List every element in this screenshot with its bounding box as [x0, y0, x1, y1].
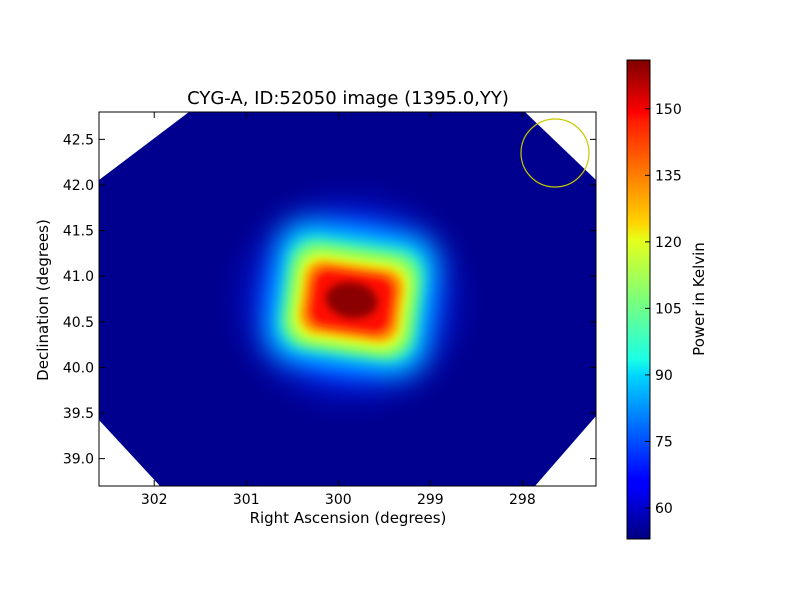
heatmap-core: [325, 282, 378, 319]
chart-title: CYG-A, ID:52050 image (1395.0,YY): [187, 88, 509, 109]
y-tick-label: 39.0: [63, 452, 94, 468]
beam-marker-circle: [520, 118, 590, 188]
plot-area: 302 301 300 299 298 39.0 39.5 40.0 40.5 41.0 41.5…: [63, 111, 597, 508]
y-tick-label: 42.0: [63, 178, 94, 194]
colorbar-tick-label: 150: [655, 102, 682, 118]
y-tick-label: 40.0: [63, 360, 94, 376]
y-tick-label: 42.5: [63, 132, 94, 148]
colorbar-gradient: [626, 59, 651, 540]
x-tick-label: 298: [509, 492, 536, 508]
colorbar-tick-label: 90: [655, 368, 673, 384]
x-tick-label: 301: [233, 492, 260, 508]
y-axis-ticks: 39.0 39.5 40.0 40.5 41.0 41.5 42.0 42.5: [63, 132, 596, 468]
y-tick-label: 40.5: [63, 315, 94, 331]
colorbar-ticks: 60 75 90 105 120 135 150: [645, 102, 682, 517]
y-tick-label: 41.0: [63, 269, 94, 285]
plot-frame: [98, 111, 597, 487]
colorbar-label: Power in Kelvin: [690, 242, 708, 356]
y-tick-label: 41.5: [63, 224, 94, 240]
x-tick-label: 300: [325, 492, 352, 508]
colorbar-tick-label: 60: [655, 501, 673, 517]
colorbar-tick-label: 75: [655, 434, 673, 450]
y-tick-label: 39.5: [63, 406, 94, 422]
x-axis-ticks: 302 301 300 299 298: [141, 112, 536, 508]
y-axis-label: Declination (degrees): [34, 219, 52, 381]
x-tick-label: 302: [141, 492, 168, 508]
colorbar-tick-label: 135: [655, 168, 682, 184]
colorbar-tick-label: 120: [655, 235, 682, 251]
colorbar: 60 75 90 105 120 135 150 Power in Kelvin: [626, 59, 708, 540]
x-axis-label: Right Ascension (degrees): [250, 509, 447, 527]
x-tick-label: 299: [417, 492, 444, 508]
colorbar-tick-label: 105: [655, 301, 682, 317]
heatmap-image: [99, 112, 596, 486]
